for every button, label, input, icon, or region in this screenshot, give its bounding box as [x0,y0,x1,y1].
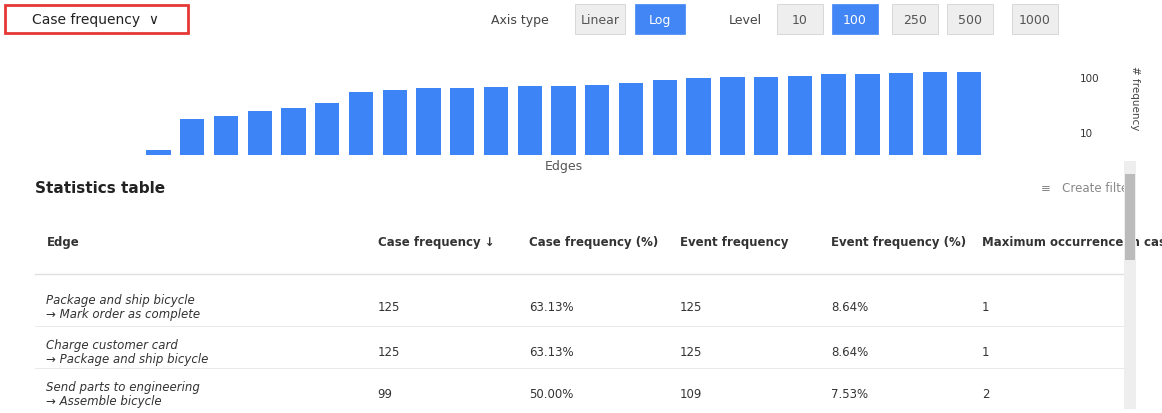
Text: → Mark order as complete: → Mark order as complete [46,308,201,320]
Bar [517,87,541,413]
Bar [281,109,306,413]
Text: Maximum occurrence in case: Maximum occurrence in case [982,235,1162,249]
Text: Statistics table: Statistics table [35,181,165,196]
Text: ≡   Create filter: ≡ Create filter [1041,182,1133,195]
Text: 125: 125 [378,301,400,313]
Text: 50.00%: 50.00% [529,387,573,400]
FancyBboxPatch shape [777,5,823,35]
Text: 1: 1 [982,345,989,358]
Text: 125: 125 [378,345,400,358]
Text: Event frequency: Event frequency [680,235,788,249]
Bar [687,78,711,413]
Bar [619,84,644,413]
Text: Case frequency  ∨: Case frequency ∨ [33,13,159,27]
Bar [923,73,947,413]
Text: → Assemble bicycle: → Assemble bicycle [46,394,163,407]
Text: Event frequency (%): Event frequency (%) [831,235,966,249]
Bar [788,76,812,413]
Text: 125: 125 [680,301,702,313]
Text: → Package and ship bicycle: → Package and ship bicycle [46,352,209,365]
Text: Axis type: Axis type [492,14,548,26]
X-axis label: Edges: Edges [545,160,582,173]
Bar [146,150,171,413]
Bar [855,75,880,413]
Bar [552,86,575,413]
Text: Edge: Edge [46,235,79,249]
Bar [483,88,508,413]
Text: 2: 2 [982,387,989,400]
Text: 500: 500 [957,14,982,26]
FancyBboxPatch shape [832,5,878,35]
Text: 1000: 1000 [1019,14,1050,26]
Bar [450,89,474,413]
Bar [653,81,677,413]
Text: 8.64%: 8.64% [831,345,868,358]
Text: Case frequency ↓: Case frequency ↓ [378,235,494,249]
Bar [349,93,373,413]
FancyBboxPatch shape [634,5,686,35]
Bar [956,73,981,413]
FancyBboxPatch shape [575,5,625,35]
Bar [754,78,779,413]
FancyBboxPatch shape [5,6,188,34]
Text: # frequency: # frequency [1131,66,1140,130]
Text: 1: 1 [982,301,989,313]
Text: 63.13%: 63.13% [529,301,573,313]
Bar [889,74,913,413]
Text: 125: 125 [680,345,702,358]
Text: Case frequency (%): Case frequency (%) [529,235,658,249]
Text: Level: Level [729,14,761,26]
Bar [720,78,745,413]
Bar [822,75,846,413]
Bar [180,120,205,413]
Text: Log: Log [648,14,672,26]
FancyBboxPatch shape [947,5,994,35]
Text: 109: 109 [680,387,702,400]
Text: 7.53%: 7.53% [831,387,868,400]
Text: 100: 100 [844,14,867,26]
Bar [586,85,610,413]
Text: Send parts to engineering: Send parts to engineering [46,380,200,393]
Text: 250: 250 [903,14,927,26]
Text: 99: 99 [378,387,393,400]
Text: Charge customer card: Charge customer card [46,338,178,351]
Text: Package and ship bicycle: Package and ship bicycle [46,293,195,306]
Text: 10: 10 [1081,129,1093,139]
FancyBboxPatch shape [1012,5,1057,35]
Bar [1125,174,1135,261]
Text: 10: 10 [792,14,808,26]
Bar [248,112,272,413]
Text: 8.64%: 8.64% [831,301,868,313]
Bar [416,89,440,413]
Bar [214,117,238,413]
Bar [382,91,407,413]
Text: 100: 100 [1081,74,1100,83]
Bar [315,104,339,413]
FancyBboxPatch shape [892,5,938,35]
Text: Linear: Linear [581,14,619,26]
Text: 63.13%: 63.13% [529,345,573,358]
